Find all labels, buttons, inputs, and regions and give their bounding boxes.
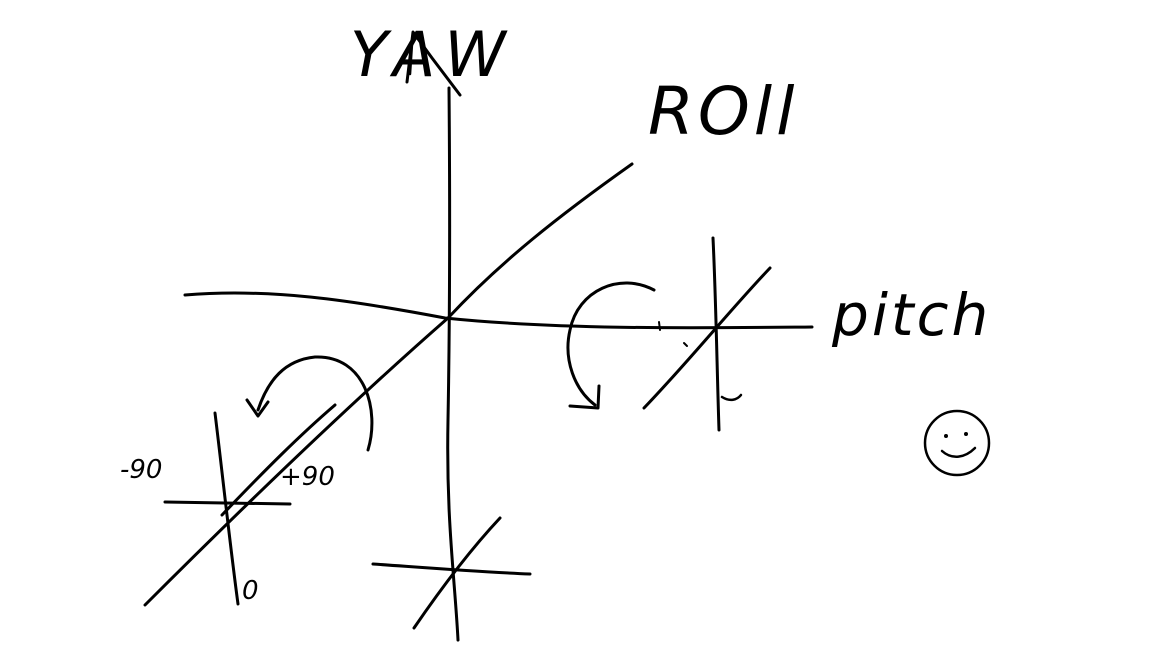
yaw-detail-diagonal [412,516,502,630]
yaw-axis-arrowhead-stub [408,42,414,76]
smiley-face-icon [923,409,991,477]
yaw-detail-axes [371,516,532,630]
zero-label: 0 [242,576,259,606]
roll-detail-axes [163,403,337,606]
pitch-detail-diagonal [642,266,772,410]
yaw-label: YAW [350,18,516,91]
pitch-detail-axes [642,236,772,432]
roll-axis-line [143,162,634,607]
roll-rotation-arrowhead [245,398,270,418]
plus-90-label: +90 [280,462,335,492]
small-tick-mark [683,342,688,347]
pitch-axis-line [183,291,814,330]
roll-detail-horizontal [163,500,292,506]
pitch-label: pitch [831,281,991,349]
yaw-axis-line [446,86,460,642]
roll-detail-diagonal-overlay [220,403,337,517]
roll-label: ROll [648,73,798,150]
pitch-detail-hook [720,393,743,402]
yaw-detail-horizontal [371,562,532,576]
small-tick-mark [658,321,661,331]
pitch-detail-vertical [711,236,721,432]
roll-detail-vertical [213,411,240,606]
roll-rotation-arrow [256,355,374,452]
minus-90-label: -90 [120,455,162,485]
pitch-rotation-arrowhead [568,384,601,410]
pitch-rotation-arrow [566,281,656,407]
